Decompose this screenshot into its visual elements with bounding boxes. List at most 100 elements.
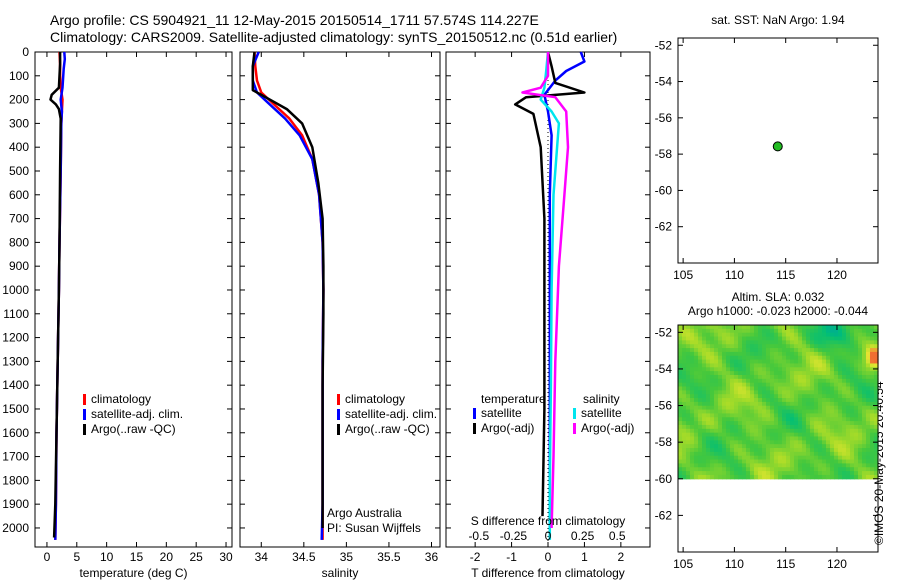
heatmap-cell	[722, 463, 727, 468]
heatmap-cell	[806, 359, 811, 365]
heatmap-cell	[690, 401, 695, 407]
heatmap-cell	[746, 444, 751, 449]
heatmap-cell	[850, 340, 855, 345]
heatmap-cell	[850, 440, 855, 445]
heatmap-cell	[754, 471, 759, 476]
heatmap-cell	[826, 463, 831, 468]
heatmap-cell	[734, 371, 739, 376]
heatmap-cell	[842, 378, 847, 384]
heatmap-cell	[678, 371, 683, 376]
heatmap-cell	[786, 474, 791, 480]
heatmap-cell	[754, 459, 759, 464]
heatmap-cell	[822, 355, 827, 361]
heatmap-cell	[838, 428, 843, 434]
heatmap-cell	[842, 328, 847, 334]
heatmap-cell	[854, 424, 859, 430]
heatmap-cell	[866, 359, 871, 365]
heatmap-cell	[686, 421, 691, 426]
heatmap-cell	[770, 440, 775, 445]
heatmap-cell	[814, 459, 819, 464]
heatmap-cell	[850, 367, 855, 372]
heatmap-cell	[734, 421, 739, 426]
heatmap-cell	[714, 467, 719, 472]
heatmap-cell	[722, 374, 727, 380]
heatmap-cell	[766, 378, 771, 384]
heatmap-cell	[758, 351, 763, 357]
heatmap-cell	[858, 382, 863, 388]
heatmap-cell	[874, 378, 879, 384]
heatmap-cell	[782, 367, 787, 372]
heatmap-cell	[718, 398, 723, 403]
heatmap-cell	[730, 367, 735, 372]
difference-series-temperature-satellite	[543, 51, 586, 528]
heatmap-cell	[846, 428, 851, 434]
heatmap-cell	[810, 474, 815, 480]
heatmap-cell	[858, 378, 863, 384]
heatmap-cell	[690, 359, 695, 365]
heatmap-cell	[814, 374, 819, 380]
heatmap-cell	[870, 386, 875, 391]
heatmap-cell	[730, 428, 735, 434]
heatmap-cell	[678, 455, 683, 461]
heatmap-cell	[814, 448, 819, 453]
heatmap-cell	[762, 351, 767, 357]
heatmap-cell	[750, 351, 755, 357]
heatmap-cell	[870, 359, 875, 365]
depth-tick-label: 1300	[2, 354, 29, 368]
heatmap-cell	[730, 448, 735, 453]
heatmap-cell	[846, 467, 851, 472]
heatmap-cell	[762, 325, 767, 330]
heatmap-cell	[714, 363, 719, 368]
heatmap-cell	[838, 421, 843, 426]
heatmap-cell	[854, 471, 859, 476]
heatmap-cell	[794, 382, 799, 388]
heatmap-cell	[678, 405, 683, 411]
heatmap-cell	[682, 451, 687, 457]
heatmap-cell	[786, 344, 791, 349]
heatmap-cell	[810, 386, 815, 391]
heatmap-cell	[814, 401, 819, 407]
heatmap-cell	[826, 455, 831, 461]
altimetry-map-ytick-label: -56	[655, 399, 673, 413]
heatmap-cell	[854, 378, 859, 384]
heatmap-cell	[706, 455, 711, 461]
heatmap-cell	[778, 359, 783, 365]
heatmap-cell	[770, 455, 775, 461]
heatmap-cell	[690, 363, 695, 368]
heatmap-cell	[734, 386, 739, 391]
heatmap-cell	[730, 421, 735, 426]
heatmap-cell	[750, 332, 755, 338]
heatmap-cell	[698, 432, 703, 438]
heatmap-cell	[678, 474, 683, 480]
heatmap-cell	[722, 355, 727, 361]
heatmap-cell	[730, 467, 735, 472]
heatmap-cell	[746, 436, 751, 441]
heatmap-cell	[826, 436, 831, 441]
heatmap-cell	[726, 394, 731, 399]
heatmap-cell	[754, 378, 759, 384]
heatmap-cell	[706, 444, 711, 449]
difference-legend-swatch	[573, 423, 576, 434]
heatmap-cell	[682, 382, 687, 388]
heatmap-cell	[686, 455, 691, 461]
heatmap-cell	[826, 409, 831, 415]
heatmap-cell	[846, 382, 851, 388]
location-map-ytick-label: -58	[655, 147, 673, 161]
heatmap-cell	[690, 382, 695, 388]
heatmap-cell	[774, 394, 779, 399]
heatmap-cell	[874, 409, 879, 415]
heatmap-cell	[762, 394, 767, 399]
heatmap-cell	[794, 463, 799, 468]
heatmap-cell	[846, 413, 851, 418]
heatmap-cell	[862, 374, 867, 380]
heatmap-cell	[874, 371, 879, 376]
heatmap-cell	[790, 371, 795, 376]
heatmap-cell	[734, 336, 739, 341]
heatmap-cell	[738, 374, 743, 380]
heatmap-cell	[870, 398, 875, 403]
heatmap-cell	[802, 325, 807, 330]
heatmap-cell	[746, 332, 751, 338]
heatmap-cell	[834, 325, 839, 330]
heatmap-cell	[874, 348, 879, 353]
heatmap-cell	[682, 351, 687, 357]
